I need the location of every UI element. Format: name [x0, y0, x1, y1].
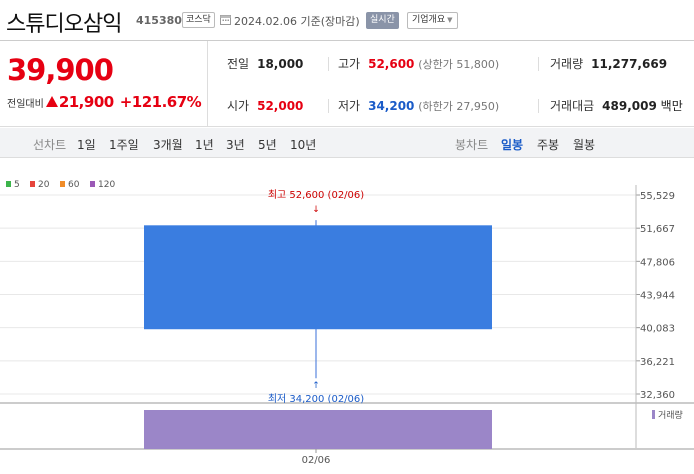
date-note: 2024.02.06 기준(장마감): [234, 15, 360, 28]
change-label: 전일대비: [7, 99, 44, 110]
ma-legend: 5 20 60 120: [6, 180, 115, 190]
y-tick-label: 40,083: [640, 324, 675, 335]
change-percent: +121.67%: [119, 93, 202, 111]
ma-swatch-120: [90, 181, 95, 187]
low-value: 34,200: [368, 99, 415, 113]
trade-value: 거래대금 489,009 백만: [550, 97, 683, 114]
upper-limit: (상한가 51,800): [418, 58, 500, 71]
change-row: 전일대비 21,900 +121.67%: [7, 93, 202, 111]
high-annotation: 최고 52,600 (02/06): [268, 189, 364, 201]
y-tick-label: 36,221: [640, 357, 675, 368]
y-tick-label: 43,944: [640, 291, 675, 302]
low-price: 저가 34,200 (하한가 27,950): [338, 97, 499, 114]
volume-legend-label: 거래량: [658, 409, 683, 421]
stock-header: 스튜디오삼익 415380 코스닥 2024.02.06 기준(장마감) 실시간…: [0, 0, 694, 40]
trade-value-label: 거래대금: [550, 99, 595, 113]
company-overview-label: 기업개요: [412, 15, 446, 25]
volume-value: 11,277,669: [591, 57, 668, 71]
ma-label-60: 60: [68, 180, 80, 190]
price-summary: 39,900 전일대비 21,900 +121.67% 전일 18,000 고가 52,…: [0, 40, 694, 127]
arrow-down-icon: ↓: [312, 205, 320, 215]
high-label: 고가: [338, 57, 361, 71]
volume-bar: [144, 410, 492, 449]
open-value: 52,000: [257, 99, 304, 113]
candle-chart-label: 봉차트: [455, 138, 489, 152]
lower-limit: (하한가 27,950): [418, 100, 500, 113]
candlestick-chart: 5 20 60 120 55,529 51,667 47,806 43,944 40,083 3…: [0, 180, 694, 466]
volume-legend-swatch: [652, 410, 655, 419]
calendar-icon: [220, 15, 231, 25]
divider: [538, 99, 539, 113]
volume-panel: 거래량 02/06: [144, 409, 683, 466]
high-price: 고가 52,600 (상한가 51,800): [338, 55, 499, 72]
tab-daily[interactable]: 일봉: [501, 138, 524, 152]
open-label: 시가: [227, 99, 250, 113]
ma-swatch-5: [6, 181, 11, 187]
tab-weekly[interactable]: 주봉: [537, 138, 560, 152]
divider: [328, 99, 329, 113]
ma-label-120: 120: [98, 180, 115, 190]
price-axis: 55,529 51,667 47,806 43,944 40,083 36,221 32,3…: [635, 185, 675, 448]
period-tabs: 선차트 1일 1주일 3개월 1년 3년 5년 10년 봉차트 일봉 주봉 월봉: [0, 128, 694, 158]
low-annotation: 최저 34,200 (02/06): [268, 393, 364, 405]
ma-swatch-20: [30, 181, 35, 187]
tab-1w[interactable]: 1주일: [109, 138, 139, 152]
candles: [144, 220, 492, 379]
stock-name: 스튜디오삼익: [6, 12, 122, 37]
open-price: 시가 52,000: [227, 97, 303, 114]
prev-close-value: 18,000: [257, 57, 304, 71]
y-tick-label: 32,360: [640, 390, 675, 401]
ma-label-20: 20: [38, 180, 50, 190]
change-amount: 21,900: [58, 93, 114, 111]
up-triangle-icon: [45, 96, 58, 107]
prev-close-label: 전일: [227, 57, 250, 71]
chevron-down-icon: ▼: [447, 16, 453, 24]
line-chart-label: 선차트: [33, 138, 67, 152]
company-overview-button[interactable]: 기업개요 ▼: [407, 12, 458, 29]
tab-1y[interactable]: 1년: [195, 138, 214, 152]
y-tick-label: 55,529: [640, 191, 675, 202]
y-tick-label: 47,806: [640, 257, 675, 268]
tab-monthly[interactable]: 월봉: [573, 138, 596, 152]
tab-5y[interactable]: 5년: [258, 138, 277, 152]
current-price: 39,900: [7, 53, 114, 87]
ma-swatch-60: [60, 181, 65, 187]
ma-label-5: 5: [14, 180, 20, 190]
divider: [538, 57, 539, 71]
tab-3y[interactable]: 3년: [226, 138, 245, 152]
divider: [328, 57, 329, 71]
tab-3m[interactable]: 3개월: [153, 138, 183, 152]
tab-1d[interactable]: 1일: [77, 138, 96, 152]
y-tick-label: 51,667: [640, 224, 675, 235]
annotations: 최고 52,600 (02/06) ↓ ↑ 최저 34,200 (02/06): [268, 189, 364, 405]
tab-10y[interactable]: 10년: [290, 138, 317, 152]
volume-label: 거래량: [550, 57, 584, 71]
current-price-panel: 39,900 전일대비 21,900 +121.67%: [0, 41, 208, 127]
trade-value-value: 489,009: [602, 99, 657, 113]
market-badge: 코스닥: [182, 12, 215, 28]
arrow-up-icon: ↑: [312, 381, 320, 391]
volume: 거래량 11,277,669: [550, 55, 667, 72]
low-label: 저가: [338, 99, 361, 113]
realtime-button[interactable]: 실시간: [366, 12, 399, 29]
prev-close: 전일 18,000: [227, 55, 303, 72]
x-tick-label: 02/06: [302, 455, 331, 466]
high-value: 52,600: [368, 57, 415, 71]
trade-value-unit: 백만: [660, 99, 683, 113]
stock-code: 415380: [136, 14, 182, 27]
candle-body: [144, 225, 492, 330]
